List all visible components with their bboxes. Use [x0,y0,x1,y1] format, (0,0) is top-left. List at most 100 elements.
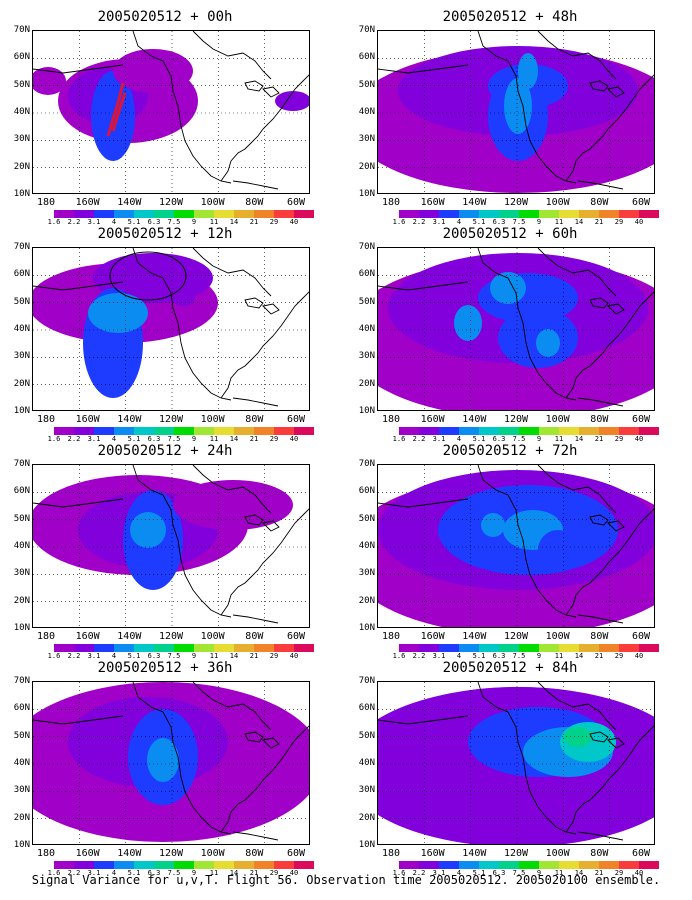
coastline [232,614,279,624]
variance-region [536,329,560,357]
colorbar [54,861,314,869]
coastline [477,465,577,618]
colorbar-label: 6.3 [492,218,506,226]
colorbar-segment [54,210,74,218]
coastline [589,297,609,309]
coastline [220,508,309,616]
colorbar-segment [214,427,234,435]
longitude-label: 160W [420,414,445,425]
colorbar-segment [174,861,194,869]
variance-region [564,727,592,747]
colorbar-segment [639,210,659,218]
colorbar-label: 21 [594,218,604,226]
coastline [220,725,309,833]
coastline [565,508,654,616]
latitude-label: 30N [13,134,30,145]
colorbar-label: 4 [111,435,117,443]
coastline [244,731,264,743]
coastline [192,682,272,731]
colorbar-segment [399,210,419,218]
colorbar-label: 11 [209,869,219,877]
latitude-label: 60N [358,486,375,497]
colorbar-label: 11 [209,435,219,443]
variance-region [33,67,66,95]
colorbar-label: 3.1 [87,869,101,877]
colorbar-segment [194,210,214,218]
longitude-label: 80W [590,197,609,208]
coastline [607,86,625,98]
colorbar-segment [399,861,419,869]
coastline [477,682,577,835]
latitude-label: 30N [358,785,375,796]
colorbar-segment [559,427,579,435]
coastline [132,31,232,184]
coastline [537,31,617,80]
colorbar-segment [419,210,439,218]
colorbar-segment [254,861,274,869]
colorbar-segment [479,644,499,652]
colorbar-label: 2.2 [67,652,81,660]
latitude-label: 20N [358,378,375,389]
latitude-label: 20N [358,595,375,606]
latitude-label: 60N [13,703,30,714]
coastline [192,31,272,80]
colorbar-label: 40 [289,435,299,443]
variance-contour-map [33,31,309,193]
longitude-label: 100W [200,631,225,642]
longitude-label: 80W [245,631,264,642]
coastline [577,831,624,841]
longitude-label: 160W [75,197,100,208]
colorbar-segment [254,210,274,218]
colorbar-label: 11 [554,652,564,660]
colorbar-label: 2.2 [67,218,81,226]
latitude-label: 30N [13,568,30,579]
map-plot-area [377,30,655,194]
colorbar-label: 6.3 [492,869,506,877]
longitude-label: 120W [158,631,184,642]
longitude-label: 60W [631,848,651,859]
colorbar-label: 29 [269,218,279,226]
coastline [537,682,617,731]
latitude-label: 60N [13,486,30,497]
latitude-label: 50N [13,730,30,741]
longitude-label: 140W [117,197,142,208]
colorbar-label: 1.6 [47,435,61,443]
colorbar-segment [154,210,174,218]
colorbar-label: 4 [111,218,117,226]
colorbar-label: 7.5 [167,652,181,660]
latitude-label: 20N [13,378,30,389]
verification-region-outline [109,251,187,301]
colorbar-label: 2.2 [412,218,426,226]
panel-title: 2005020512 + 48h [442,9,578,25]
colorbar-segment [174,210,194,218]
colorbar-label: 21 [594,869,604,877]
longitude-label: 100W [545,848,570,859]
colorbar-label: 9 [536,652,542,660]
colorbar-label: 40 [289,652,299,660]
colorbar-label: 5.1 [127,218,141,226]
colorbar [54,644,314,652]
colorbar-segment [459,644,479,652]
colorbar-segment [194,861,214,869]
latitude-label: 50N [13,513,30,524]
coastline [607,303,625,315]
latitude-label: 40N [358,324,375,334]
latitude-label: 40N [358,107,375,117]
colorbar-segment [479,861,499,869]
colorbar-segment [154,427,174,435]
coastline [244,80,264,92]
colorbar-label: 5.1 [472,869,486,877]
colorbar-segment [134,861,154,869]
colorbar-label: 11 [209,652,219,660]
colorbar-label: 1.6 [392,435,406,443]
colorbar-label: 1.6 [47,869,61,877]
latitude-label: 60N [358,269,375,280]
colorbar-label: 11 [554,869,564,877]
colorbar-segment [194,427,214,435]
colorbar-segment [74,210,94,218]
coastline [244,297,264,309]
panel-title: 2005020512 + 84h [442,660,578,676]
longitude-label: 140W [462,848,487,859]
colorbar-segment [439,644,459,652]
latitude-label: 60N [358,703,375,714]
